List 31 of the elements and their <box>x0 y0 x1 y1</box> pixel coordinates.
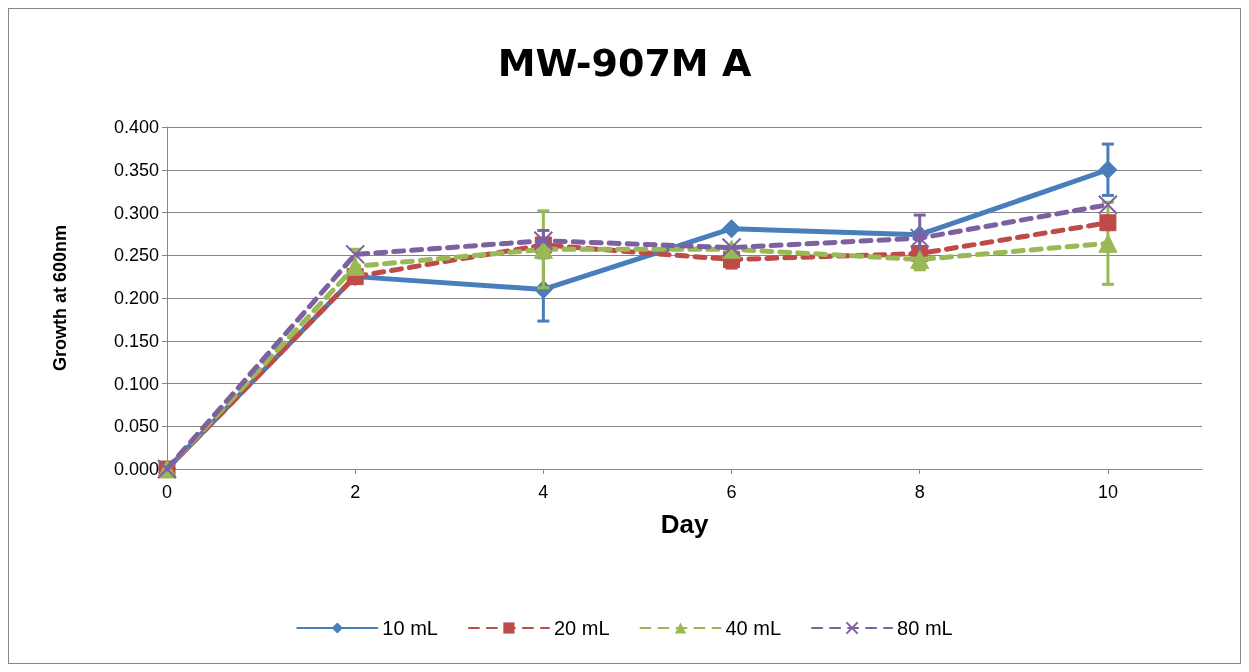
x-tick-label: 2 <box>350 482 361 502</box>
legend-label: 40 mL <box>725 617 782 639</box>
legend-label: 10 mL <box>382 617 438 639</box>
y-tick-label: 0.100 <box>113 373 159 394</box>
x-axis-title: Day <box>660 509 709 539</box>
point <box>1097 194 1118 215</box>
chart-title: MW-907M A <box>497 41 752 85</box>
y-tick-label: 0.200 <box>113 288 159 308</box>
y-tick-label: 0.400 <box>113 117 159 137</box>
legend-label: 20 mL <box>553 617 610 639</box>
x-tick-label: 4 <box>538 482 549 502</box>
x-tick-label: 6 <box>726 482 737 502</box>
point <box>345 244 366 265</box>
y-tick-label: 0.350 <box>113 159 159 180</box>
point <box>533 230 554 251</box>
y-tick-label: 0.000 <box>113 459 159 479</box>
point <box>1098 233 1118 253</box>
point <box>722 219 742 239</box>
point <box>345 256 365 276</box>
x-tick-label: 0 <box>161 482 173 502</box>
y-tick-label: 0.050 <box>113 416 159 437</box>
y-tick-label: 0.150 <box>113 330 159 351</box>
point <box>910 250 930 270</box>
point <box>1099 214 1117 232</box>
x-tick-label: 8 <box>914 482 925 502</box>
x-tick-label: 10 <box>1097 482 1118 502</box>
legend-label: 80 mL <box>897 617 953 639</box>
point <box>1098 160 1118 180</box>
y-tick-label: 0.250 <box>113 245 159 266</box>
y-tick-label: 0.300 <box>113 202 159 223</box>
y-axis-title: Growth at 600nm <box>50 224 70 372</box>
